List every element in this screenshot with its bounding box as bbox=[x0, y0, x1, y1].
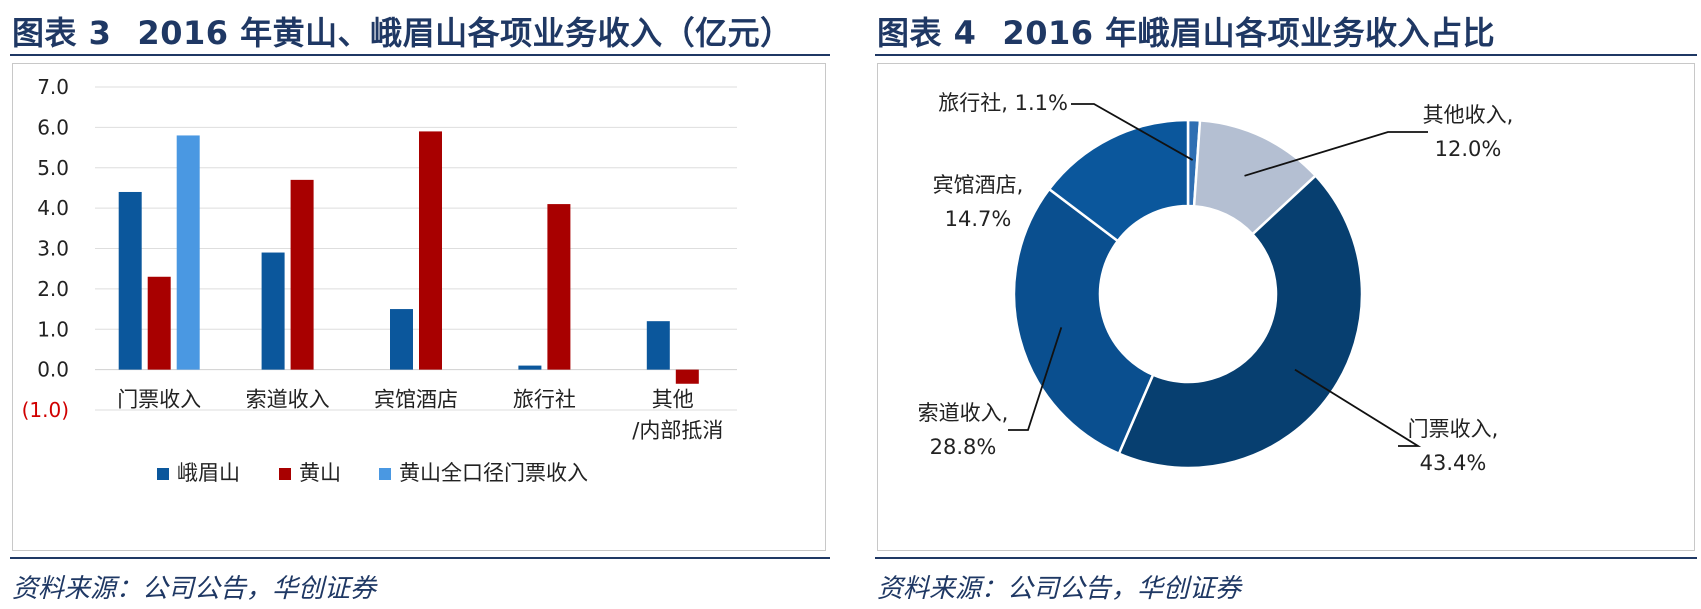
donut-chart: 旅行社, 1.1% 其他收入, 12.0% 门票收入, 43.4% 索道收入, 28.8% 宾… bbox=[918, 91, 1514, 475]
right-chart-title: 2016 年峨眉山各项业务收入占比 bbox=[1002, 14, 1496, 52]
right-bottom-rule bbox=[875, 557, 1697, 559]
legend-label: 黄山 bbox=[299, 461, 341, 485]
left-chart-title: 2016 年黄山、峨眉山各项业务收入（亿元） bbox=[137, 14, 793, 52]
left-figure-panel: 图表 3 2016 年黄山、峨眉山各项业务收入（亿元） 7.0 6.0 5.0 4.0 3… bbox=[0, 0, 830, 609]
x-category-label: 旅行社 bbox=[513, 388, 576, 412]
slice-value-label: 12.0% bbox=[1435, 137, 1502, 161]
leader-line bbox=[1071, 103, 1194, 161]
x-category-label: 索道收入 bbox=[246, 388, 330, 412]
y-tick-label: 2.0 bbox=[37, 277, 69, 301]
slice-label: 宾馆酒店, bbox=[933, 173, 1024, 197]
right-top-rule bbox=[875, 54, 1697, 56]
left-top-rule bbox=[10, 54, 830, 56]
x-category-label: 其他/内部抵消 bbox=[632, 388, 723, 443]
bar-1-2 bbox=[419, 131, 442, 370]
leader-line bbox=[1244, 131, 1428, 177]
slice-label: 索道收入, bbox=[918, 401, 1009, 425]
y-tick-label: 3.0 bbox=[37, 237, 69, 261]
slice-label: 门票收入, bbox=[1408, 417, 1499, 441]
bar-0-0 bbox=[118, 191, 142, 370]
bar-0-1 bbox=[261, 252, 285, 370]
y-tick-label: 0.0 bbox=[37, 358, 69, 382]
donut-slice-2 bbox=[1117, 173, 1364, 470]
donut-slice-4 bbox=[1047, 118, 1190, 243]
bar-1-3 bbox=[547, 204, 571, 370]
slice-label: 旅行社, 1.1% bbox=[938, 91, 1068, 115]
y-tick-label: 5.0 bbox=[37, 156, 69, 180]
right-figure-panel: 图表 4 2016 年峨眉山各项业务收入占比 旅行社, 1.1% 其他收入, 12.0… bbox=[875, 0, 1701, 609]
x-category-label: 宾馆酒店 bbox=[374, 388, 458, 412]
x-category-label: 门票收入 bbox=[117, 388, 201, 412]
left-figure-label: 图表 3 bbox=[12, 14, 112, 52]
bar-0-2 bbox=[390, 309, 413, 370]
y-tick-label: 1.0 bbox=[37, 317, 69, 341]
legend-label: 峨眉山 bbox=[177, 461, 240, 485]
legend-swatch bbox=[157, 468, 169, 480]
leader-line bbox=[1008, 327, 1063, 431]
left-figure-title: 图表 3 2016 年黄山、峨眉山各项业务收入（亿元） bbox=[12, 8, 793, 54]
legend-label: 黄山全口径门票收入 bbox=[399, 461, 588, 485]
bar-0-3 bbox=[518, 365, 542, 370]
leader-line bbox=[1294, 368, 1422, 447]
right-figure-title: 图表 4 2016 年峨眉山各项业务收入占比 bbox=[877, 8, 1495, 54]
left-source-note: 资料来源：公司公告，华创证券 bbox=[12, 574, 377, 604]
bar-0-4 bbox=[646, 321, 670, 370]
right-figure-label: 图表 4 bbox=[877, 14, 977, 52]
slice-label: 其他收入, bbox=[1423, 103, 1514, 127]
donut-slice-3 bbox=[1012, 187, 1155, 456]
legend-swatch bbox=[379, 468, 391, 480]
bar-1-0 bbox=[147, 276, 171, 370]
y-tick-label: 6.0 bbox=[37, 115, 69, 139]
y-tick-label: 7.0 bbox=[37, 75, 69, 99]
slice-value-label: 14.7% bbox=[945, 207, 1012, 231]
bar-chart: 7.0 6.0 5.0 4.0 3.0 2.0 1.0 0.0 (1.0) 门票收入 索道收入 宾馆酒… bbox=[22, 75, 737, 485]
left-chart-frame: 7.0 6.0 5.0 4.0 3.0 2.0 1.0 0.0 (1.0) 门票收入 索道收入 宾馆酒… bbox=[12, 63, 826, 551]
left-bottom-rule bbox=[10, 557, 830, 559]
slice-value-label: 28.8% bbox=[930, 435, 997, 459]
right-source-note: 资料来源：公司公告，华创证券 bbox=[877, 574, 1242, 604]
slice-value-label: 43.4% bbox=[1420, 451, 1487, 475]
y-tick-label: 4.0 bbox=[37, 196, 69, 220]
bar-2-0 bbox=[176, 135, 200, 370]
y-tick-label: (1.0) bbox=[22, 398, 69, 422]
right-chart-frame: 旅行社, 1.1% 其他收入, 12.0% 门票收入, 43.4% 索道收入, 28.8% 宾… bbox=[877, 63, 1695, 551]
bar-1-4 bbox=[675, 369, 699, 384]
bar-1-1 bbox=[290, 179, 314, 370]
legend-swatch bbox=[279, 468, 291, 480]
